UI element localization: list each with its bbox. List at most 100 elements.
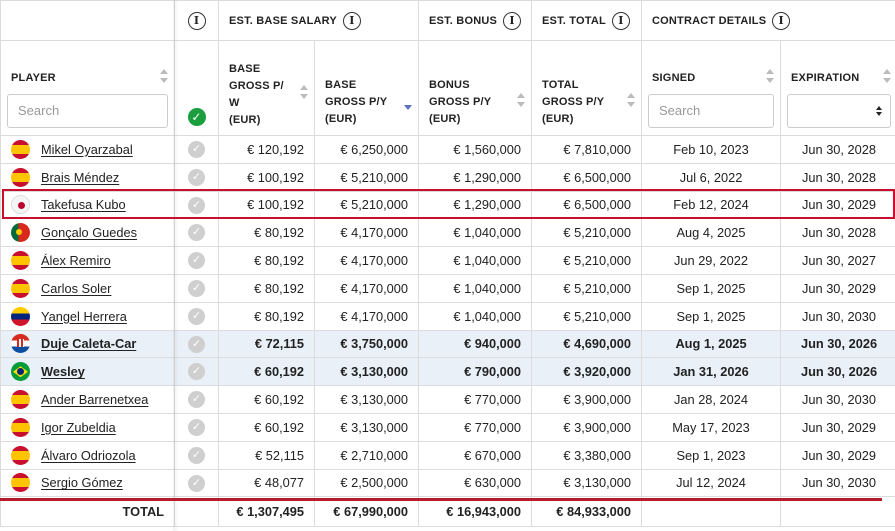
info-icon[interactable]: i	[187, 11, 206, 30]
bonus-cell: € 1,290,000	[418, 162, 533, 192]
sort-icon[interactable]	[883, 69, 892, 83]
yearly-cell: € 4,170,000	[313, 218, 420, 248]
table-row[interactable]: Gonçalo Guedes ✓ € 80,192 € 4,170,000 € 1,04…	[0, 218, 895, 248]
player-cell: Takefusa Kubo	[0, 190, 175, 220]
info-icon[interactable]: i	[342, 11, 361, 30]
weekly-cell: € 80,192	[218, 246, 315, 275]
sort-desc-icon[interactable]	[404, 96, 413, 110]
player-info: Igor Zubeldia	[11, 417, 164, 437]
check-icon[interactable]: ✓	[188, 391, 205, 409]
table-row[interactable]: Yangel Herrera ✓ € 80,192 € 4,170,000 € 1,04…	[0, 301, 895, 331]
check-icon[interactable]: ✓	[188, 474, 205, 492]
flag-es-icon	[11, 139, 30, 159]
total-cell: € 3,920,000	[531, 357, 643, 387]
check-icon[interactable]: ✓	[188, 363, 205, 381]
bonus-cell: € 670,000	[418, 440, 533, 470]
totals-empty	[174, 496, 219, 528]
table-row[interactable]: Sergio Gómez ✓ € 48,077 € 2,500,000 € 630,00…	[0, 468, 895, 498]
player-name-link[interactable]: Álvaro Odriozola	[41, 447, 136, 463]
check-icon[interactable]: ✓	[188, 307, 205, 325]
check-icon[interactable]: ✓	[188, 418, 205, 436]
check-icon[interactable]: ✓	[188, 168, 205, 186]
total-cell: € 5,210,000	[531, 218, 643, 248]
player-info: Gonçalo Guedes	[11, 223, 164, 243]
player-name-link[interactable]: Sergio Gómez	[41, 475, 123, 491]
player-name-link[interactable]: Gonçalo Guedes	[41, 225, 138, 241]
sort-icon[interactable]	[766, 69, 775, 83]
totals-yearly: € 67,990,000	[313, 496, 420, 528]
player-info: Sergio Gómez	[11, 473, 164, 493]
weekly-cell: € 80,192	[218, 273, 315, 303]
signed-cell: Jul 12, 2024	[641, 468, 782, 498]
group-header-total: EST. TOTAL i	[531, 0, 643, 41]
table-row[interactable]: Brais Méndez ✓ € 100,192 € 5,210,000 € 1,290…	[0, 162, 895, 192]
flag-br-icon	[11, 362, 30, 382]
table-row[interactable]: Wesley ✓ € 60,192 € 3,130,000 € 790,000 € 3,9…	[0, 357, 895, 387]
player-info: Ander Barrenetxea	[11, 390, 164, 410]
table-row[interactable]: Mikel Oyarzabal ✓ € 120,192 € 6,250,000 € 1,…	[0, 135, 895, 164]
player-info: Mikel Oyarzabal	[11, 139, 164, 159]
column-header-signed[interactable]: SIGNED Search	[641, 40, 782, 136]
check-icon[interactable]: ✓	[188, 279, 205, 297]
flag-ve-icon	[11, 306, 30, 326]
yearly-cell: € 3,130,000	[313, 385, 420, 414]
player-cell: Igor Zubeldia	[0, 412, 175, 442]
bonus-cell: € 940,000	[418, 329, 533, 359]
player-name-link[interactable]: Mikel Oyarzabal	[41, 141, 133, 157]
table-row[interactable]: Ander Barrenetxea ✓ € 60,192 € 3,130,000 € 7…	[0, 385, 895, 414]
player-name-link[interactable]: Ander Barrenetxea	[41, 392, 149, 408]
signed-search-input[interactable]: Search	[648, 94, 775, 128]
sort-icon[interactable]	[627, 93, 636, 107]
column-header-check[interactable]: ✓	[174, 40, 219, 136]
player-name-link[interactable]: Álex Remiro	[41, 253, 111, 269]
info-icon[interactable]: i	[772, 11, 791, 30]
column-header-player[interactable]: PLAYER Search	[0, 40, 175, 136]
table-row[interactable]: Álvaro Odriozola ✓ € 52,115 € 2,710,000 € 67…	[0, 440, 895, 470]
player-name-link[interactable]: Wesley	[41, 364, 85, 380]
check-icon[interactable]: ✓	[187, 108, 206, 126]
player-name-link[interactable]: Duje Caleta-Car	[41, 336, 137, 352]
player-info: Duje Caleta-Car	[11, 334, 164, 354]
expiration-select[interactable]	[787, 94, 892, 128]
table-row[interactable]: Álex Remiro ✓ € 80,192 € 4,170,000 € 1,040,0…	[0, 246, 895, 275]
check-icon[interactable]: ✓	[188, 224, 205, 242]
player-search-input[interactable]: Search	[7, 94, 168, 128]
check-icon[interactable]: ✓	[188, 140, 205, 158]
column-header-base-weekly[interactable]: BASE GROSS P/ W (EUR)	[218, 40, 315, 136]
table-row[interactable]: Takefusa Kubo ✓ € 100,192 € 5,210,000 € 1,29…	[0, 190, 895, 220]
player-cell: Carlos Soler	[0, 273, 175, 303]
table-row[interactable]: Igor Zubeldia ✓ € 60,192 € 3,130,000 € 770,0…	[0, 412, 895, 442]
player-name-link[interactable]: Brais Méndez	[41, 169, 120, 185]
column-header-base-yearly[interactable]: BASE GROSS P/Y (EUR)	[313, 40, 420, 136]
signed-cell: Sep 1, 2025	[641, 273, 782, 303]
sort-icon[interactable]	[160, 69, 168, 83]
column-header-expiration[interactable]: EXPIRATION	[780, 40, 895, 136]
info-icon[interactable]: i	[503, 11, 522, 30]
total-cell: € 5,210,000	[531, 246, 643, 275]
bonus-cell: € 1,040,000	[418, 246, 533, 275]
player-name-link[interactable]: Takefusa Kubo	[41, 197, 126, 213]
player-info: Takefusa Kubo	[11, 195, 164, 215]
weekly-cell: € 60,192	[218, 412, 315, 442]
player-name-link[interactable]: Yangel Herrera	[41, 308, 127, 324]
table-row[interactable]: Carlos Soler ✓ € 80,192 € 4,170,000 € 1,040,…	[0, 273, 895, 303]
table-row[interactable]: Duje Caleta-Car ✓ € 72,115 € 3,750,000 € 940…	[0, 329, 895, 359]
weekly-cell: € 100,192	[218, 190, 315, 220]
player-name-link[interactable]: Igor Zubeldia	[41, 419, 116, 435]
expiration-cell: Jun 30, 2028	[780, 135, 895, 164]
sort-icon[interactable]	[517, 93, 526, 107]
flag-es-icon	[11, 473, 30, 493]
column-header-bonus[interactable]: BONUS GROSS P/Y (EUR)	[418, 40, 533, 136]
player-name-link[interactable]: Carlos Soler	[41, 280, 112, 296]
player-cell: Álex Remiro	[0, 246, 175, 275]
column-header-total[interactable]: TOTAL GROSS P/Y (EUR)	[531, 40, 643, 136]
check-icon[interactable]: ✓	[188, 252, 205, 270]
check-icon[interactable]: ✓	[188, 196, 205, 214]
totals-divider	[0, 498, 882, 501]
check-icon[interactable]: ✓	[188, 446, 205, 464]
sort-icon[interactable]	[300, 85, 308, 99]
check-icon[interactable]: ✓	[188, 335, 205, 353]
info-icon[interactable]: i	[611, 11, 630, 30]
flag-jp-icon	[11, 195, 30, 215]
